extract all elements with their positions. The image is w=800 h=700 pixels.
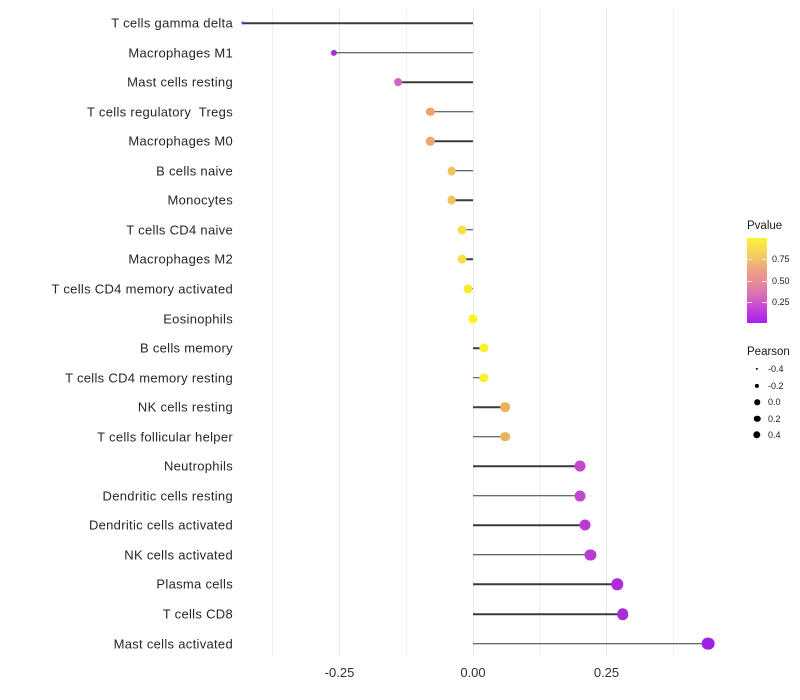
data-point bbox=[457, 225, 467, 235]
pearson-legend-title: Pearson bbox=[747, 346, 790, 358]
lollipop-stem bbox=[334, 51, 473, 54]
colorbar-tick-mark bbox=[747, 259, 752, 261]
lollipop-stem bbox=[473, 554, 591, 556]
lollipop-stem bbox=[473, 524, 586, 527]
data-point bbox=[447, 166, 457, 176]
pearson-legend-label: -0.2 bbox=[768, 380, 784, 391]
data-point bbox=[331, 49, 338, 56]
y-axis-label: T cells CD4 naive bbox=[126, 222, 233, 238]
data-point bbox=[500, 402, 510, 413]
lollipop-stem bbox=[473, 376, 484, 379]
colorbar-tick-label: 0.50 bbox=[772, 275, 790, 286]
lollipop-stem bbox=[473, 347, 484, 349]
pvalue-legend-title: Pvalue bbox=[747, 220, 783, 232]
pearson-legend-dot bbox=[755, 367, 759, 371]
colorbar-tick-label: 0.25 bbox=[772, 296, 790, 307]
gridline-minor bbox=[539, 8, 541, 656]
y-axis-label: NK cells activated bbox=[124, 547, 233, 563]
y-axis-label: Mast cells activated bbox=[113, 636, 233, 652]
colorbar-tick-mark bbox=[747, 280, 752, 282]
data-point bbox=[701, 637, 715, 650]
data-point bbox=[584, 549, 596, 561]
y-axis-label: Neutrophils bbox=[163, 458, 233, 474]
y-axis-label: Dendritic cells resting bbox=[102, 488, 233, 504]
data-point bbox=[426, 107, 435, 116]
colorbar-tick-mark bbox=[747, 301, 752, 303]
lollipop-stem bbox=[462, 229, 473, 231]
lollipop-stem bbox=[430, 110, 473, 113]
data-point bbox=[574, 460, 586, 472]
gridline-minor bbox=[272, 8, 274, 656]
lollipop-stem bbox=[451, 170, 473, 172]
y-axis-label: Dendritic cells activated bbox=[88, 517, 233, 533]
gridline-major bbox=[472, 8, 474, 656]
pearson-legend-label: -0.4 bbox=[768, 364, 784, 374]
lollipop-stem bbox=[473, 495, 580, 497]
pearson-legend-dot bbox=[754, 383, 760, 388]
y-axis-label: T cells gamma delta bbox=[111, 15, 233, 31]
y-axis-label: Monocytes bbox=[167, 192, 233, 208]
y-axis-label: B cells naive bbox=[156, 163, 233, 179]
lollipop-stem bbox=[473, 465, 580, 467]
lollipop-stem bbox=[243, 22, 473, 24]
y-axis-label: T cells CD4 memory activated bbox=[51, 281, 233, 297]
data-point bbox=[478, 343, 489, 353]
lollipop-stem bbox=[473, 613, 623, 615]
y-axis-label: Macrophages M1 bbox=[128, 45, 233, 61]
data-point bbox=[468, 313, 478, 324]
y-axis-label: NK cells resting bbox=[137, 399, 233, 415]
colorbar-tick-mark bbox=[762, 259, 767, 261]
pearson-legend-label: 0.0 bbox=[768, 397, 781, 407]
pearson-legend-label: 0.2 bbox=[768, 413, 781, 424]
y-axis-label: T cells CD4 memory resting bbox=[65, 370, 233, 386]
data-point bbox=[241, 21, 245, 25]
y-axis-label: Macrophages M2 bbox=[128, 251, 233, 267]
data-point bbox=[616, 608, 629, 620]
data-point bbox=[457, 254, 467, 264]
data-point bbox=[463, 284, 473, 294]
lollipop-stem bbox=[398, 81, 473, 83]
y-axis-label: Macrophages M0 bbox=[128, 133, 233, 149]
gridline-major bbox=[606, 8, 607, 656]
lollipop-stem bbox=[473, 642, 708, 645]
x-tick-label: 0.25 bbox=[593, 665, 620, 680]
y-axis-label: B cells memory bbox=[139, 340, 233, 356]
lollipop-stem bbox=[462, 258, 473, 261]
gridline-minor bbox=[672, 8, 674, 656]
colorbar-tick-mark bbox=[762, 280, 767, 282]
data-point bbox=[574, 490, 586, 502]
data-point bbox=[478, 372, 489, 383]
pearson-legend-dot bbox=[753, 431, 761, 439]
y-axis-label: T cells follicular helper bbox=[97, 429, 233, 445]
colorbar-tick-label: 0.75 bbox=[772, 254, 790, 265]
x-tick-label: -0.25 bbox=[324, 665, 355, 680]
gridline-minor bbox=[405, 8, 407, 656]
lollipop-stem bbox=[473, 406, 506, 408]
pearson-legend-label: 0.4 bbox=[768, 430, 781, 440]
data-point bbox=[579, 519, 591, 531]
lollipop-stem bbox=[473, 583, 618, 586]
y-axis-label: Eosinophils bbox=[163, 311, 233, 326]
data-point bbox=[426, 136, 435, 146]
x-tick-label: 0.00 bbox=[460, 665, 486, 680]
gridline-major bbox=[339, 8, 340, 656]
y-axis-label: Mast cells resting bbox=[127, 74, 233, 90]
lollipop-stem bbox=[473, 435, 506, 438]
lollipop-stem bbox=[430, 140, 473, 142]
data-point bbox=[500, 431, 510, 442]
colorbar-tick-mark bbox=[762, 301, 767, 303]
data-point bbox=[447, 195, 457, 205]
y-axis-label: T cells regulatory Tregs bbox=[87, 104, 233, 120]
pearson-legend-dot bbox=[754, 399, 760, 405]
pearson-legend-dot bbox=[753, 415, 761, 422]
lollipop-stem bbox=[451, 199, 473, 202]
data-point bbox=[611, 578, 623, 591]
y-axis-label: T cells CD8 bbox=[162, 606, 233, 622]
y-axis-label: Plasma cells bbox=[156, 576, 233, 592]
data-point bbox=[394, 78, 403, 86]
